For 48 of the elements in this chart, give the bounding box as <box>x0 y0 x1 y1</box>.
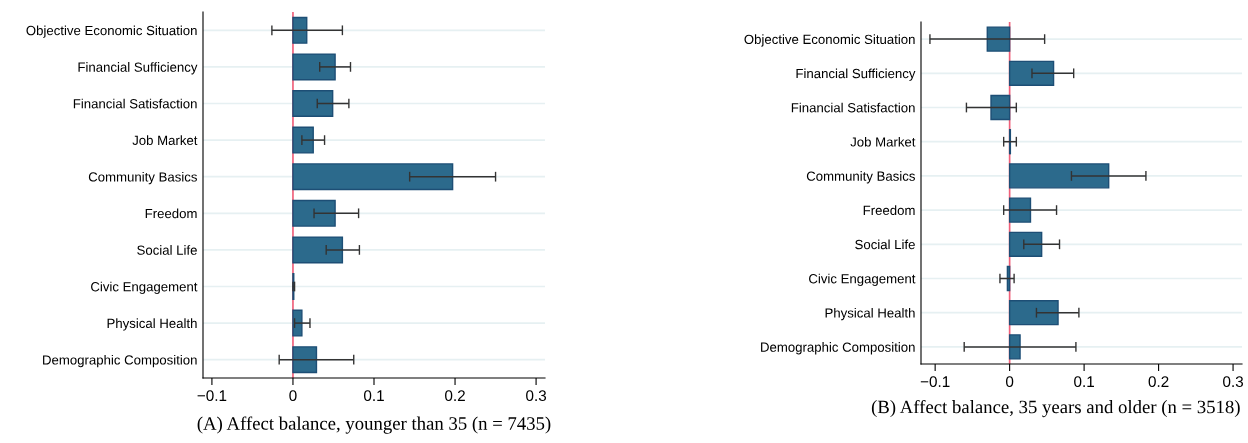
bar <box>1008 231 1043 257</box>
y-tick-label: Objective Economic Situation <box>744 34 915 47</box>
x-tick-label: 0.1 <box>363 390 384 402</box>
y-tick-label: Freedom <box>145 208 197 219</box>
x-tick-label: 0 <box>289 390 297 402</box>
bar <box>292 236 344 264</box>
y-tick-label: Social Life <box>855 239 915 250</box>
bar <box>292 53 336 81</box>
y-tick-label: Job Market <box>850 136 916 147</box>
y-tick-label: Civic Engagement <box>809 273 916 287</box>
x-tick-label: 0 <box>1005 376 1014 388</box>
x-tick-label: 0.3 <box>1223 376 1244 388</box>
x-tick-label: 0.2 <box>445 390 465 402</box>
y-tick-label: Freedom <box>863 205 915 216</box>
y-tick-label: Objective Economic Situation <box>26 25 197 38</box>
bar <box>1008 163 1110 189</box>
bar <box>1008 334 1021 360</box>
y-tick-label: Social Life <box>137 245 197 255</box>
bar <box>986 26 1011 52</box>
text: (B) Affect balance, 35 years and older (n = 3518) <box>871 399 1240 418</box>
bar <box>1008 300 1059 326</box>
y-tick-label: Physical Health <box>825 307 915 321</box>
y-tick-label: Physical Health <box>107 318 197 331</box>
y-tick-label: Civic Engagement <box>91 281 198 295</box>
y-tick-label: Community Basics <box>88 171 197 185</box>
y-tick-label: Demographic Composition <box>761 342 915 355</box>
y-tick-label: Community Basics <box>806 171 915 184</box>
bar <box>1008 197 1032 223</box>
text: (A) Affect balance, younger than 35 (n = 7435) <box>197 416 551 434</box>
y-tick-label: Demographic Composition <box>43 354 197 368</box>
y-tick-label: Financial Sufficiency <box>796 68 916 81</box>
x-tick-label: 0.2 <box>1148 376 1169 388</box>
bar <box>1008 60 1055 86</box>
bar <box>990 94 1011 121</box>
bar <box>292 346 318 374</box>
x-tick-label: 0.1 <box>1074 376 1094 388</box>
x-tick-label: −0.1 <box>197 390 227 402</box>
bar <box>292 199 336 227</box>
y-tick-label: Financial Satisfaction <box>791 102 915 113</box>
bar <box>292 126 314 154</box>
x-tick-label: −0.1 <box>920 376 950 388</box>
y-tick-label: Financial Sufficiency <box>78 62 198 75</box>
bar <box>292 89 334 118</box>
bar <box>292 16 308 44</box>
y-tick-label: Financial Satisfaction <box>73 98 197 109</box>
bar <box>292 163 454 191</box>
y-tick-label: Job Market <box>132 135 198 146</box>
x-tick-label: 0.3 <box>526 390 547 402</box>
